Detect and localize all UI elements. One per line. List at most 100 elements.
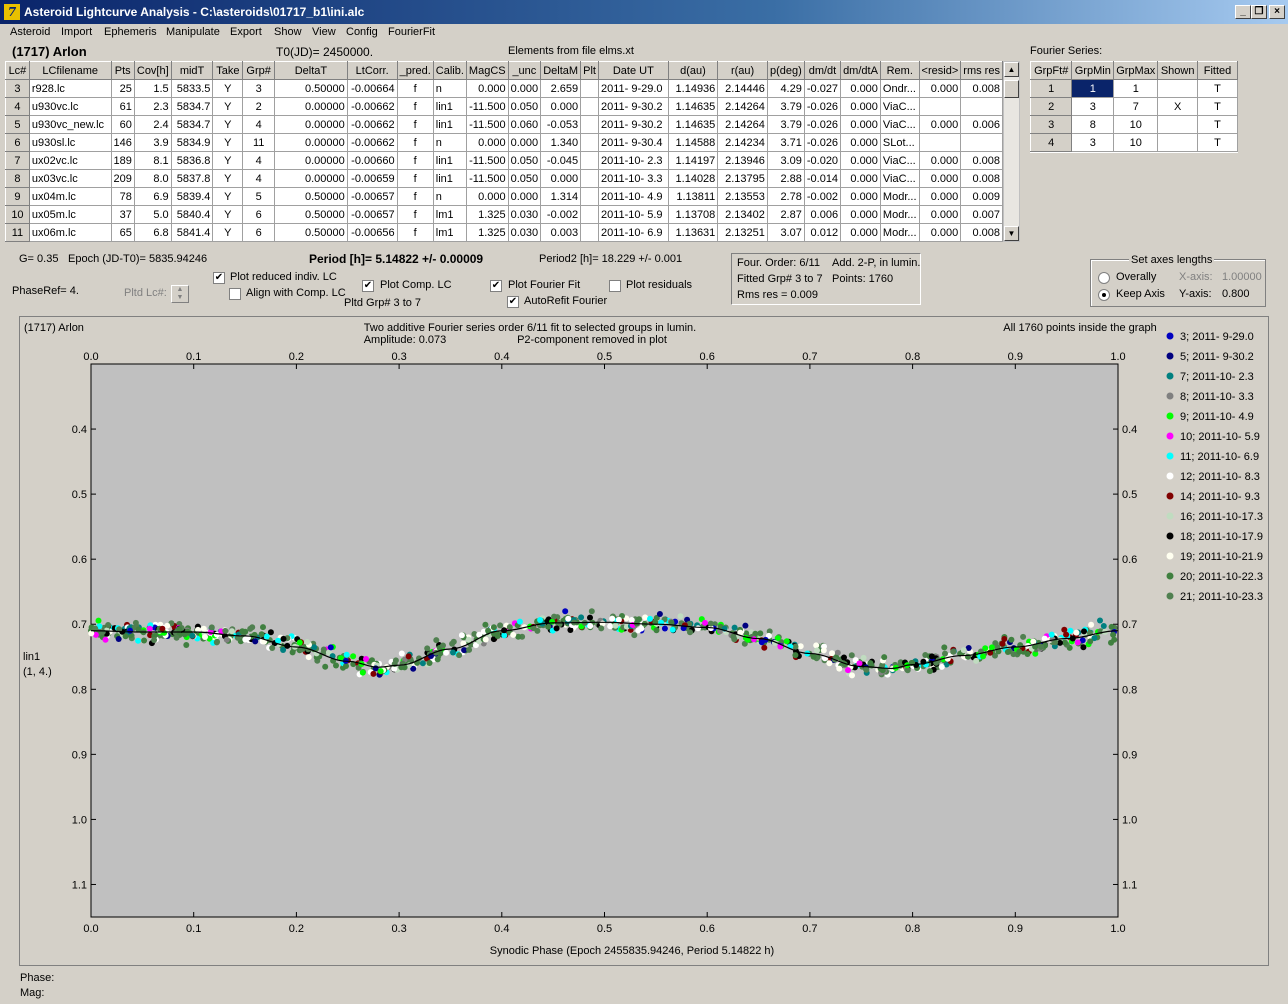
table-cell[interactable]: 3.07 — [766, 223, 805, 242]
table-cell[interactable]: 146 — [110, 133, 135, 152]
table-cell[interactable]: Y — [212, 169, 244, 188]
table-cell[interactable]: f — [396, 79, 434, 98]
table-cell[interactable]: lin1 — [432, 169, 467, 188]
table-cell[interactable]: -0.00660 — [346, 151, 398, 170]
plot-comp-checkbox[interactable]: ✔ — [362, 280, 374, 292]
table-cell[interactable]: 25 — [110, 79, 135, 98]
table-cell[interactable] — [918, 133, 962, 152]
menu-import[interactable]: Import — [61, 26, 93, 38]
close-button[interactable]: × — [1269, 5, 1285, 19]
table-cell[interactable]: 2.14264 — [717, 97, 768, 116]
table-cell[interactable]: 0.012 — [803, 223, 842, 242]
lc-col-header[interactable]: DeltaM — [540, 61, 582, 80]
table-cell[interactable]: 0.00000 — [274, 97, 348, 116]
table-cell[interactable]: Y — [212, 223, 244, 242]
fourier-col-header[interactable]: GrpMax — [1113, 61, 1159, 80]
table-cell[interactable]: ux06m.lc — [28, 223, 112, 242]
fourier-col-header[interactable]: Shown — [1157, 61, 1199, 80]
table-cell[interactable]: lm1 — [432, 205, 467, 224]
table-cell[interactable]: Modr... — [879, 205, 920, 224]
table-cell[interactable]: 0.050 — [507, 169, 542, 188]
lc-col-header[interactable]: Calib. — [432, 61, 467, 80]
table-cell[interactable]: -0.002 — [540, 205, 582, 224]
table-cell[interactable]: 0.50000 — [274, 205, 348, 224]
lc-col-header[interactable]: dm/dtA — [840, 61, 881, 80]
table-cell[interactable]: -0.026 — [803, 133, 842, 152]
table-cell[interactable]: 0.000 — [507, 79, 542, 98]
table-cell[interactable]: T — [1197, 133, 1238, 152]
plot-residuals-checkbox[interactable] — [609, 280, 621, 292]
table-cell[interactable]: 2011-10- 6.9 — [597, 223, 669, 242]
table-cell[interactable]: 0.000 — [465, 79, 509, 98]
table-cell[interactable]: 5834.9 — [170, 133, 214, 152]
table-cell[interactable]: -0.026 — [803, 115, 842, 134]
table-cell[interactable]: 5837.8 — [170, 169, 214, 188]
scroll-up-icon[interactable]: ▲ — [1004, 62, 1019, 77]
table-cell[interactable]: ViaC... — [879, 169, 920, 188]
table-cell[interactable]: 8.1 — [133, 151, 172, 170]
table-cell[interactable]: 5833.5 — [170, 79, 214, 98]
lc-col-header[interactable]: Take — [212, 61, 244, 80]
table-cell[interactable]: 6.8 — [133, 223, 172, 242]
table-cell[interactable]: 0.000 — [840, 97, 881, 116]
table-cell[interactable]: 60 — [110, 115, 135, 134]
table-cell[interactable]: -0.00664 — [346, 79, 398, 98]
table-cell[interactable]: 0.050 — [507, 151, 542, 170]
table-cell[interactable]: 11 — [242, 133, 276, 152]
table-cell[interactable]: Y — [212, 133, 244, 152]
table-cell[interactable]: -0.00656 — [346, 223, 398, 242]
table-cell[interactable]: -11.500 — [465, 97, 509, 116]
table-cell[interactable]: 0.060 — [507, 115, 542, 134]
row-header[interactable]: 11 — [5, 223, 30, 242]
table-cell[interactable]: 1.14635 — [667, 115, 719, 134]
table-cell[interactable]: f — [396, 187, 434, 206]
table-cell[interactable]: 1 — [1113, 79, 1159, 98]
table-cell[interactable]: ux02vc.lc — [28, 151, 112, 170]
fourier-col-header[interactable]: GrpMin — [1071, 61, 1115, 80]
table-row[interactable]: 7 ux02vc.lc 189 8.1 5836.8 Y 4 0.00000 -0.00660 f… — [5, 151, 1003, 170]
table-row[interactable]: 8 ux03vc.lc 209 8.0 5837.8 Y 4 0.00000 -0.00659 f… — [5, 169, 1003, 188]
lc-col-header[interactable]: Pts — [110, 61, 135, 80]
table-cell[interactable]: 10 — [1113, 115, 1159, 134]
table-cell[interactable]: 1.14936 — [667, 79, 719, 98]
table-cell[interactable]: lin1 — [432, 97, 467, 116]
table-cell[interactable] — [580, 151, 599, 170]
table-cell[interactable]: T — [1197, 97, 1238, 116]
scroll-thumb[interactable] — [1004, 80, 1019, 98]
table-cell[interactable]: 0.000 — [918, 115, 962, 134]
table-cell[interactable] — [580, 79, 599, 98]
table-cell[interactable] — [918, 97, 962, 116]
table-row[interactable]: 5 u930vc_new.lc 60 2.4 5834.7 Y 4 0.00000 -0.006… — [5, 115, 1003, 134]
table-cell[interactable]: 0.000 — [507, 133, 542, 152]
restore-button[interactable]: ❐ — [1251, 5, 1267, 19]
table-cell[interactable]: 0.006 — [960, 115, 1003, 134]
table-row[interactable]: 9 ux04m.lc 78 6.9 5839.4 Y 5 0.50000 -0.00657 f n 0… — [5, 187, 1003, 206]
table-row[interactable]: 4 3 10 T — [1030, 133, 1238, 152]
table-cell[interactable]: -0.00657 — [346, 205, 398, 224]
table-cell[interactable]: 3.71 — [766, 133, 805, 152]
table-cell[interactable]: 0.050 — [507, 97, 542, 116]
lc-col-header[interactable]: rms res — [960, 61, 1003, 80]
table-cell[interactable]: 6 — [242, 205, 276, 224]
table-cell[interactable]: 10 — [1113, 133, 1159, 152]
table-cell[interactable]: -0.027 — [803, 79, 842, 98]
menu-asteroid[interactable]: Asteroid — [10, 26, 51, 38]
table-cell[interactable]: u930vc.lc — [28, 97, 112, 116]
table-cell[interactable]: 0.003 — [540, 223, 582, 242]
table-cell[interactable]: 7 — [1113, 97, 1159, 116]
menu-view[interactable]: View — [312, 26, 336, 38]
table-cell[interactable]: 0.000 — [918, 151, 962, 170]
table-cell[interactable]: 0.000 — [918, 223, 962, 242]
lc-col-header[interactable]: Grp# — [242, 61, 276, 80]
table-cell[interactable]: 0.008 — [960, 223, 1003, 242]
fourier-col-header[interactable]: Fitted — [1197, 61, 1238, 80]
table-cell[interactable] — [580, 223, 599, 242]
table-cell[interactable]: 0.000 — [840, 79, 881, 98]
lc-col-header[interactable]: midT — [170, 61, 214, 80]
table-cell[interactable]: ViaC... — [879, 151, 920, 170]
table-cell[interactable]: 5841.4 — [170, 223, 214, 242]
table-cell[interactable]: Y — [212, 115, 244, 134]
lightcurve-plot[interactable]: (1717) Arlon Two additive Fourier series… — [20, 317, 1268, 965]
lc-col-header[interactable]: _pred. — [396, 61, 434, 80]
